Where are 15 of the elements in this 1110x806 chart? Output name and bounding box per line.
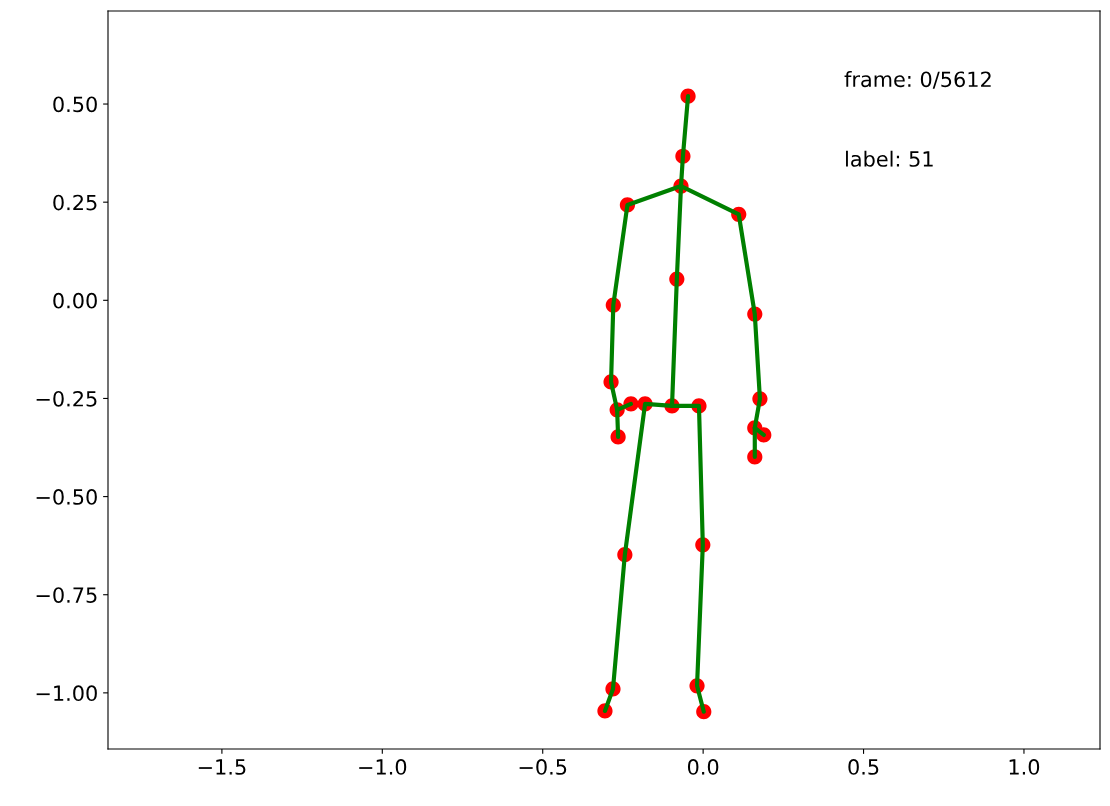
x-tick-label: 0.0 [687,759,719,775]
x-tick-label: −1.0 [359,759,407,775]
x-tick-label: −0.5 [519,759,567,775]
y-tick-label: −0.50 [36,489,97,505]
annotation: frame: 0/5612 [844,71,991,89]
x-tick-label: −1.5 [198,759,246,775]
y-tick-label: 0.00 [53,292,97,309]
y-tick-label: 0.50 [53,96,97,113]
y-tick-label: −0.75 [36,587,97,603]
x-tick-label: 1.0 [1009,759,1040,775]
y-tick-label: 0.25 [53,194,97,211]
y-tick-label: −0.25 [36,390,97,407]
x-tick-label: 0.5 [848,759,879,775]
y-tick-label: −1.00 [36,685,97,702]
annotation: label: 51 [846,150,933,167]
